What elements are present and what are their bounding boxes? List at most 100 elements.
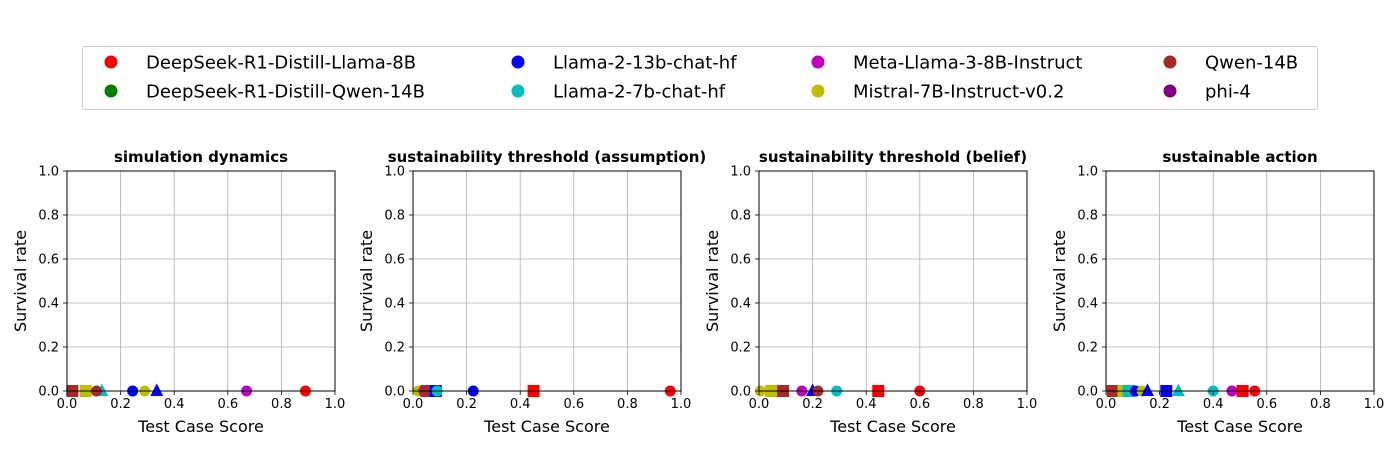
x-tick-label: 0.2 <box>456 397 477 412</box>
y-tick-label: 0.6 <box>730 253 751 268</box>
x-tick-label: 0.6 <box>563 397 584 412</box>
data-point-triangle <box>150 383 164 396</box>
x-tick-label: 1.0 <box>1017 397 1038 412</box>
subplot-1: 0.0 0.2 0.4 0.6 0.8 1.0 0.0 0.2 0.4 0.6 0.8 1.0 simu… <box>11 148 345 436</box>
x-axis-label: Test Case Score <box>829 417 956 436</box>
x-tick-label: 0.4 <box>510 397 531 412</box>
x-tick-label: 0.2 <box>1149 397 1170 412</box>
x-tick-label: 0.4 <box>164 397 185 412</box>
legend-label: Llama-2-7b-chat-hf <box>553 82 726 103</box>
legend-marker <box>1163 55 1177 69</box>
legend-entry: phi-4 <box>1163 82 1251 103</box>
legend-entry: Mistral-7B-Instruct-v0.2 <box>811 82 1064 103</box>
y-tick-label: 0.8 <box>1077 209 1098 224</box>
y-tick-label: 0.4 <box>384 297 405 312</box>
x-tick-label: 1.0 <box>671 397 692 412</box>
x-axis-label: Test Case Score <box>137 417 264 436</box>
subplot-title: simulation dynamics <box>114 148 288 166</box>
legend-label: Llama-2-13b-chat-hf <box>553 53 737 74</box>
subplot-title: sustainability threshold (assumption) <box>388 148 707 166</box>
y-tick-label: 0.2 <box>38 341 59 356</box>
x-tick-label: 0.0 <box>57 397 78 412</box>
y-tick-label: 0.8 <box>384 209 405 224</box>
x-tick-label: 1.0 <box>325 397 346 412</box>
legend-marker <box>1163 84 1177 98</box>
x-tick-label: 0.2 <box>802 397 823 412</box>
legend-label: phi-4 <box>1205 82 1251 103</box>
data-point-triangle <box>1171 383 1185 396</box>
x-axis-label: Test Case Score <box>483 417 610 436</box>
legend-label: DeepSeek-R1-Distill-Llama-8B <box>146 53 416 74</box>
y-tick-label: 1.0 <box>730 165 751 180</box>
x-tick-label: 0.6 <box>217 397 238 412</box>
subplot-title: sustainable action <box>1162 148 1317 166</box>
x-tick-label: 0.4 <box>856 397 877 412</box>
legend-entry: Meta-Llama-3-8B-Instruct <box>811 53 1082 74</box>
y-tick-label: 1.0 <box>1077 165 1098 180</box>
legend-label: Meta-Llama-3-8B-Instruct <box>853 53 1082 74</box>
legend-marker <box>811 55 825 69</box>
x-tick-label: 1.0 <box>1364 397 1385 412</box>
legend-entry: DeepSeek-R1-Distill-Llama-8B <box>104 53 416 74</box>
y-tick-label: 0.8 <box>38 209 59 224</box>
y-axis-label: Survival rate <box>11 230 30 332</box>
x-axis-label: Test Case Score <box>1176 417 1303 436</box>
plot-area <box>1106 171 1374 391</box>
axes-frame <box>1105 170 1375 392</box>
x-tick-label: 0.8 <box>1310 397 1331 412</box>
legend-label: Mistral-7B-Instruct-v0.2 <box>853 82 1064 103</box>
x-tick-label: 0.8 <box>963 397 984 412</box>
legend: DeepSeek-R1-Distill-Llama-8B DeepSeek-R1-… <box>82 46 1318 110</box>
legend-frame <box>82 46 1318 110</box>
data-point-triangle <box>1141 383 1155 396</box>
legend-label: DeepSeek-R1-Distill-Qwen-14B <box>146 82 425 103</box>
y-tick-label: 0.0 <box>38 385 59 400</box>
y-tick-label: 0.6 <box>38 253 59 268</box>
subplot-title: sustainability threshold (belief) <box>759 148 1027 166</box>
plot-area <box>67 171 335 391</box>
y-tick-label: 0.8 <box>730 209 751 224</box>
legend-marker <box>511 84 525 98</box>
axes-frame <box>412 170 682 392</box>
x-tick-label: 0.0 <box>1096 397 1117 412</box>
y-tick-label: 0.4 <box>38 297 59 312</box>
y-tick-label: 0.6 <box>384 253 405 268</box>
subplot-3: 0.0 0.2 0.4 0.6 0.8 1.0 0.0 0.2 0.4 0.6 0.8 1.0 sust… <box>703 148 1037 436</box>
y-tick-label: 0.6 <box>1077 253 1098 268</box>
legend-marker <box>811 84 825 98</box>
y-tick-label: 0.0 <box>730 385 751 400</box>
y-tick-label: 1.0 <box>384 165 405 180</box>
subplots: 0.0 0.2 0.4 0.6 0.8 1.0 0.0 0.2 0.4 0.6 0.8 1.0 simu… <box>11 148 1384 436</box>
y-axis-label: Survival rate <box>1050 230 1069 332</box>
x-tick-label: 0.6 <box>1256 397 1277 412</box>
y-tick-label: 0.2 <box>384 341 405 356</box>
y-tick-label: 0.4 <box>1077 297 1098 312</box>
legend-marker <box>104 84 118 98</box>
y-axis-label: Survival rate <box>357 230 376 332</box>
y-tick-label: 1.0 <box>38 165 59 180</box>
axes-frame <box>758 170 1028 392</box>
x-tick-label: 0.8 <box>271 397 292 412</box>
y-axis-label: Survival rate <box>703 230 722 332</box>
legend-entry: DeepSeek-R1-Distill-Qwen-14B <box>104 82 425 103</box>
plot-area <box>759 171 1027 391</box>
subplot-2: 0.0 0.2 0.4 0.6 0.8 1.00.00.20.40.60.81.0sust… <box>357 148 706 436</box>
legend-marker <box>511 55 525 69</box>
legend-marker <box>104 55 118 69</box>
y-tick-label: 0.4 <box>730 297 751 312</box>
y-tick-label: 0.0 <box>1077 385 1098 400</box>
x-tick-label: 0.6 <box>909 397 930 412</box>
x-tick-label: 0.2 <box>110 397 131 412</box>
legend-entry: Qwen-14B <box>1163 53 1298 74</box>
plot-area <box>413 171 681 391</box>
legend-entry: Llama-2-13b-chat-hf <box>511 53 737 74</box>
legend-label: Qwen-14B <box>1205 53 1298 74</box>
legend-entry: Llama-2-7b-chat-hf <box>511 82 726 103</box>
x-tick-label: 0.0 <box>403 397 424 412</box>
axes-frame <box>66 170 336 392</box>
x-tick-label: 0.4 <box>1203 397 1224 412</box>
y-tick-label: 0.2 <box>1077 341 1098 356</box>
subplot-4: 0.0 0.2 0.4 0.6 0.8 1.0 0.0 0.2 0.4 0.6 0.8 1.0 sust… <box>1050 148 1384 436</box>
y-tick-label: 0.0 <box>384 385 405 400</box>
